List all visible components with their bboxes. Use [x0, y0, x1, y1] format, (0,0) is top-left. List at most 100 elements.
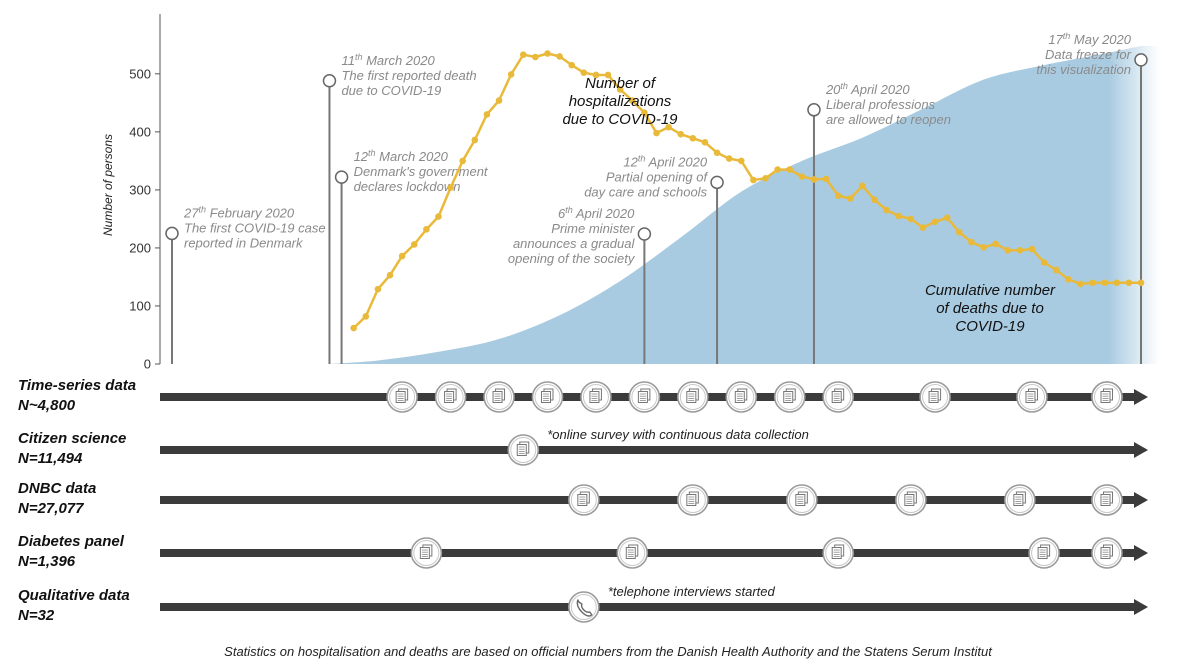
- document-icon: [677, 381, 709, 413]
- timeline-row: Time-series data N~4,800: [18, 377, 1148, 414]
- hospitalizations-point: [447, 184, 454, 191]
- event-description: Liberal professions: [826, 97, 936, 112]
- document-icon: [822, 381, 854, 413]
- timeline-title: Citizen science: [18, 430, 126, 447]
- hospitalizations-point: [1101, 279, 1108, 287]
- hospitalizations-point: [495, 97, 503, 104]
- hospitalizations-point: [677, 130, 685, 138]
- footnote-layer: Statistics on hospitalisation and deaths…: [224, 644, 993, 659]
- hospitalizations-point: [822, 175, 830, 183]
- document-icon: [434, 381, 467, 413]
- hospitalizations-point: [847, 195, 854, 202]
- document-icon: [1004, 484, 1036, 516]
- document-icon: [568, 484, 600, 516]
- hospitalizations-point: [883, 206, 890, 214]
- hospitalizations-point: [374, 285, 382, 293]
- hospitalizations-point: [907, 215, 915, 223]
- event-description: declares lockdown: [354, 179, 461, 194]
- deaths-label: of deaths due to: [936, 300, 1044, 317]
- event-description: The first COVID-19 case: [184, 220, 326, 235]
- hospitalizations-point: [653, 129, 660, 137]
- timeline-title: Diabetes panel: [18, 533, 125, 550]
- hospitalizations-point: [471, 136, 479, 144]
- hospitalizations-point: [532, 53, 539, 61]
- hospitalizations-label: Number of: [585, 75, 657, 92]
- hospitalizations-point: [1028, 245, 1036, 253]
- event-date: 17th May 2020: [1048, 31, 1131, 47]
- document-icon: [895, 484, 927, 516]
- event-description: this visualization: [1036, 62, 1131, 77]
- y-tick-label: 400: [129, 124, 151, 139]
- timeline-title: DNBC data: [18, 480, 96, 497]
- hospitalizations-point: [604, 71, 612, 79]
- hospitalizations-point: [931, 218, 939, 226]
- event-description: due to COVID-19: [341, 83, 441, 98]
- timeline-arrowhead: [1134, 389, 1148, 405]
- timeline-sample-size: N~4,800: [18, 397, 76, 414]
- timeline-arrowhead: [1134, 492, 1148, 508]
- hospitalizations-point: [895, 212, 903, 220]
- timeline-note: *online survey with continuous data coll…: [547, 427, 809, 442]
- hospitalizations-point: [1052, 266, 1060, 274]
- phone-icon: [568, 591, 600, 623]
- hospitalizations-point: [641, 109, 648, 117]
- event-circle: [637, 227, 652, 241]
- hospitalizations-point: [459, 157, 467, 165]
- timeline-bar: [160, 496, 1136, 504]
- y-axis: 0 100 200 300 400 500 Number of persons: [101, 14, 161, 372]
- hospitalizations-point: [386, 271, 394, 279]
- hospitalizations-point: [580, 69, 588, 76]
- timeline-arrowhead: [1134, 599, 1148, 615]
- document-icon: [919, 381, 951, 413]
- event-description: are allowed to reopen: [826, 112, 951, 127]
- hospitalizations-point: [750, 176, 757, 184]
- hospitalizations-point: [1004, 246, 1012, 254]
- timeline-sample-size: N=11,494: [18, 450, 83, 467]
- hospitalizations-point: [919, 224, 927, 231]
- document-icon: [531, 381, 564, 413]
- y-tick-label: 0: [144, 357, 151, 372]
- document-icon: [1091, 537, 1123, 569]
- event-circle: [1134, 53, 1148, 67]
- timeline-sample-size: N=32: [18, 607, 55, 624]
- timeline-arrowhead: [1134, 442, 1148, 458]
- y-tick-label: 500: [129, 66, 151, 81]
- deaths-area-layer: [329, 45, 1159, 364]
- event-circle: [165, 226, 179, 241]
- hospitalizations-point: [943, 214, 951, 222]
- hospitalizations-point: [350, 324, 357, 332]
- timeline-row: Citizen science N=11,494 *online survey wi…: [18, 427, 1148, 467]
- hospitalizations-point: [568, 61, 576, 69]
- hospitalizations-point: [980, 244, 987, 251]
- hospitalizations-point: [1065, 275, 1072, 283]
- hospitalizations-point: [665, 123, 672, 131]
- timeline-sample-size: N=1,396: [18, 553, 76, 570]
- hospitalizations-layer: [350, 50, 1145, 332]
- hospitalizations-point: [1125, 279, 1133, 287]
- footnote: Statistics on hospitalisation and deaths…: [224, 644, 993, 659]
- hospitalizations-point: [737, 157, 745, 165]
- hospitalizations-point: [519, 51, 527, 58]
- y-tick-label: 300: [129, 182, 151, 197]
- hospitalizations-point: [1040, 259, 1048, 266]
- hospitalizations-point: [1016, 246, 1024, 254]
- hospitalizations-point: [592, 71, 600, 79]
- event-description: reported in Denmark: [184, 235, 304, 250]
- timeline-title: Qualitative data: [18, 587, 130, 604]
- hospitalizations-point: [786, 166, 794, 173]
- timeline-bar: [160, 446, 1136, 454]
- event-circle: [334, 170, 349, 184]
- document-icon: [725, 381, 758, 413]
- timeline-title: Time-series data: [18, 377, 136, 394]
- hospitalizations-point: [762, 174, 769, 182]
- hospitalizations-point: [774, 166, 781, 173]
- timeline-bar: [160, 603, 1136, 611]
- event-description: day care and schools: [584, 184, 707, 199]
